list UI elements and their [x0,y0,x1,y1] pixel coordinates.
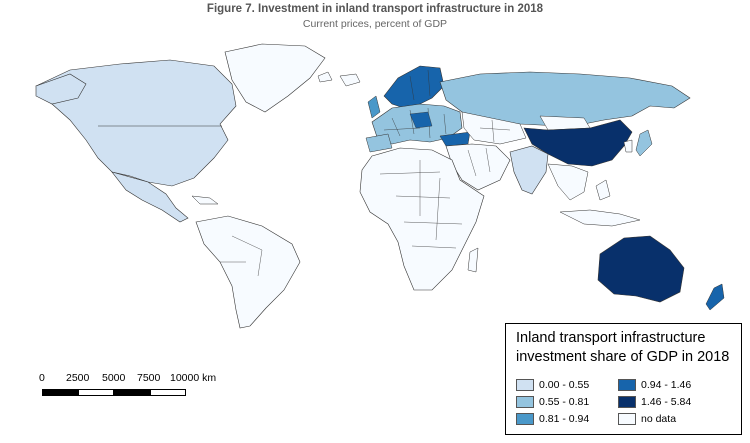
legend-swatch [516,413,534,425]
legend-swatch [516,379,534,391]
region-central-europe[interactable] [409,111,433,129]
legend-label: 0.94 - 1.46 [641,379,692,391]
region-iberia[interactable] [365,133,393,153]
region-greenland[interactable] [224,43,326,113]
legend: Inland transport infrastructure investme… [505,323,742,435]
legend-title: Inland transport infrastructure investme… [516,329,729,367]
region-korea[interactable] [623,139,633,153]
region-nordics[interactable] [383,65,445,109]
figure-subtitle: Current prices, percent of GDP [302,18,448,30]
scale-tick-5000: 5000 [102,372,126,384]
region-mexico[interactable] [111,171,189,223]
figure-title: Figure 7. Investment in inland transport… [206,3,544,15]
region-australia[interactable] [597,235,685,303]
region-turkey[interactable] [439,131,471,147]
scale-segment-4 [150,389,186,396]
scale-segment-3 [114,389,150,396]
scale-segment-1 [42,389,78,396]
legend-label: 0.00 - 0.55 [539,379,590,391]
region-alaska[interactable] [35,73,87,105]
scale-tick-10000: 10000 km [170,372,217,384]
region-southeast-asia[interactable] [547,163,589,201]
region-india[interactable] [509,145,549,195]
region-madagascar[interactable] [467,247,479,273]
legend-swatch [618,413,636,425]
legend-label: 1.46 - 5.84 [641,396,692,408]
scale-tick-2500: 2500 [66,372,90,384]
region-japan[interactable] [635,129,653,157]
region-mongolia[interactable] [539,115,591,131]
legend-swatch [516,396,534,408]
region-africa[interactable] [359,147,485,291]
scale-segment-2 [78,389,114,396]
region-indonesia[interactable] [559,209,641,227]
region-caribbean [191,195,219,205]
region-iceland[interactable] [339,73,361,87]
scale-tick-0: 0 [39,372,45,384]
legend-swatch [618,379,636,391]
scale-tick-7500: 7500 [137,372,161,384]
legend-swatch [618,396,636,408]
legend-label: 0.55 - 0.81 [539,396,590,408]
region-central-asia[interactable] [461,111,527,145]
region-south-america[interactable] [195,215,301,329]
region-north-america[interactable] [35,59,237,187]
legend-title-line1: Inland transport infrastructure [516,330,706,346]
region-uk[interactable] [367,95,381,119]
legend-label: 0.81 - 0.94 [539,413,590,425]
legend-label: no data [641,413,677,425]
scale-bar: 0 2500 5000 7500 10000 km [28,372,228,404]
world-map [35,43,725,329]
legend-title-line2: investment share of GDP in 2018 [516,349,730,365]
region-new-zealand[interactable] [705,283,725,311]
